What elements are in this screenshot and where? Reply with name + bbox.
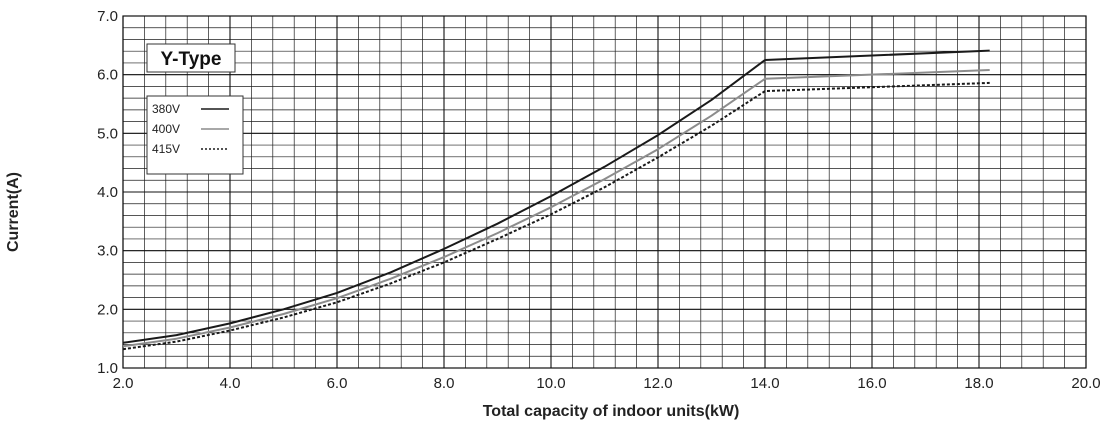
legend-label-415v: 415V [152, 142, 180, 156]
series-line-380v [122, 49, 990, 344]
x-tick-label: 8.0 [434, 375, 455, 392]
y-tick-label: 7.0 [97, 8, 118, 25]
y-tick-label: 4.0 [97, 184, 118, 201]
type-badge: Y-Type [146, 43, 236, 73]
series-line-400v [122, 69, 990, 348]
major-grid [122, 15, 1087, 369]
type-badge-label: Y-Type [161, 49, 222, 70]
y-tick-label: 3.0 [97, 243, 118, 260]
x-tick-label: 18.0 [964, 375, 993, 392]
x-axis-title: Total capacity of indoor units(kW) [483, 403, 740, 420]
series-layer [122, 49, 990, 351]
type-badge-box [146, 43, 236, 73]
y-tick-label: 2.0 [97, 301, 118, 318]
plot-frame [122, 15, 1087, 369]
x-tick-label: 10.0 [536, 375, 565, 392]
x-tick-label: 14.0 [750, 375, 779, 392]
legend: 380V 400V 415V [146, 95, 244, 175]
legend-label-400v: 400V [152, 122, 180, 136]
y-tick-labels: 1.0 2.0 3.0 4.0 5.0 6.0 7.0 [97, 8, 118, 377]
y-tick-label: 5.0 [97, 125, 118, 142]
x-tick-label: 12.0 [643, 375, 672, 392]
x-tick-label: 4.0 [220, 375, 241, 392]
x-tick-labels: 2.0 4.0 6.0 8.0 10.0 12.0 14.0 16.0 18.0 20.0 [113, 375, 1101, 392]
x-tick-label: 2.0 [113, 375, 134, 392]
y-tick-label: 6.0 [97, 67, 118, 84]
x-tick-label: 6.0 [327, 375, 348, 392]
y-axis-title: Current(A) [5, 172, 22, 252]
series-line-415v [122, 81, 990, 351]
x-tick-label: 20.0 [1071, 375, 1100, 392]
x-tick-label: 16.0 [857, 375, 886, 392]
legend-label-380v: 380V [152, 102, 180, 116]
y-tick-label: 1.0 [97, 360, 118, 377]
